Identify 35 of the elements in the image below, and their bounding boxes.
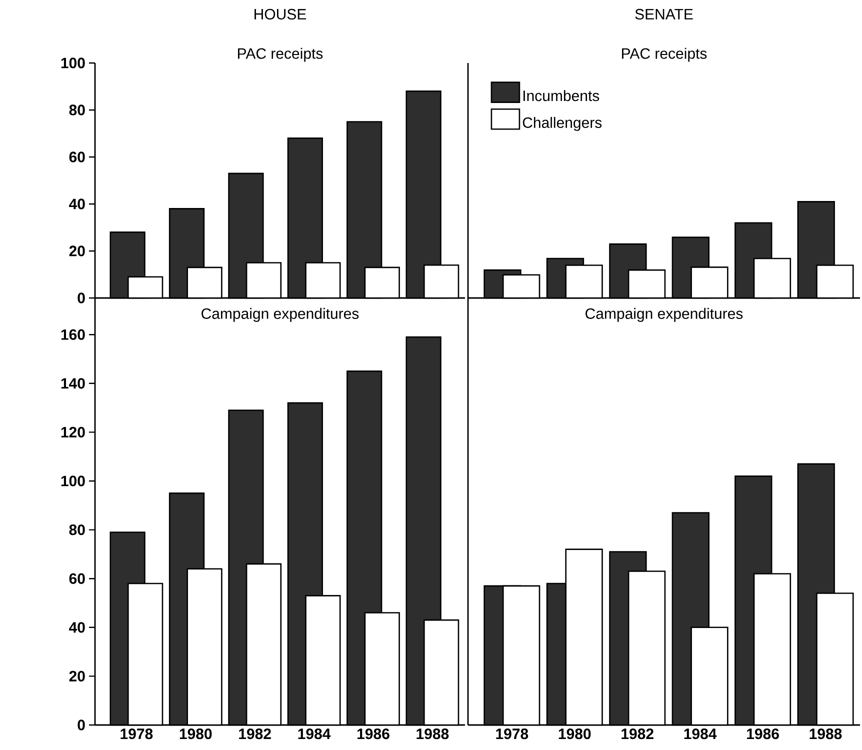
y-tick-label: 60 xyxy=(69,152,85,162)
y-tick-label: 60 xyxy=(69,573,85,584)
chart-subtitle: PAC receipts xyxy=(622,48,707,62)
y-tick-label: 20 xyxy=(69,246,85,256)
y-tick-label: 40 xyxy=(69,622,85,633)
x-tick-label: 1988 xyxy=(416,728,449,740)
y-tick-label: 80 xyxy=(69,524,85,536)
x-tick-label: 1980 xyxy=(180,728,212,740)
y-tick-label: 40 xyxy=(69,198,85,210)
text: Campaign expenditures xyxy=(202,308,359,322)
y-tick-label: 100 xyxy=(61,476,85,486)
chart-title: SENATE xyxy=(635,8,693,20)
y-tick-label: 120 xyxy=(61,426,85,438)
x-tick-label: 1978 xyxy=(496,728,528,740)
y-tick-label: 100 xyxy=(61,58,85,68)
y-tick-label: 140 xyxy=(61,378,85,389)
chart-subtitle: PAC receipts xyxy=(238,48,323,62)
y-tick-label: 80 xyxy=(69,104,85,116)
y-tick-label: 20 xyxy=(69,670,85,682)
legend-label: Challengers xyxy=(522,116,602,131)
x-tick-label: 1986 xyxy=(747,728,779,740)
x-tick-label: 1980 xyxy=(558,728,591,740)
x-tick-label: 1982 xyxy=(239,728,271,740)
x-tick-label: 1978 xyxy=(120,728,153,740)
text: Campaign expenditures xyxy=(586,308,743,322)
y-tick-label: 0 xyxy=(78,292,85,304)
x-tick-label: 1982 xyxy=(622,728,654,740)
chart-title: HOUSE xyxy=(254,8,306,20)
x-tick-label: 1986 xyxy=(357,728,390,740)
y-tick-label: 160 xyxy=(61,329,85,340)
x-tick-label: 1984 xyxy=(298,728,331,740)
y-tick-label: 0 xyxy=(78,720,85,730)
legend-label: Incumbents xyxy=(523,90,600,102)
x-tick-label: 1988 xyxy=(810,728,842,740)
x-tick-label: 1984 xyxy=(684,728,717,740)
